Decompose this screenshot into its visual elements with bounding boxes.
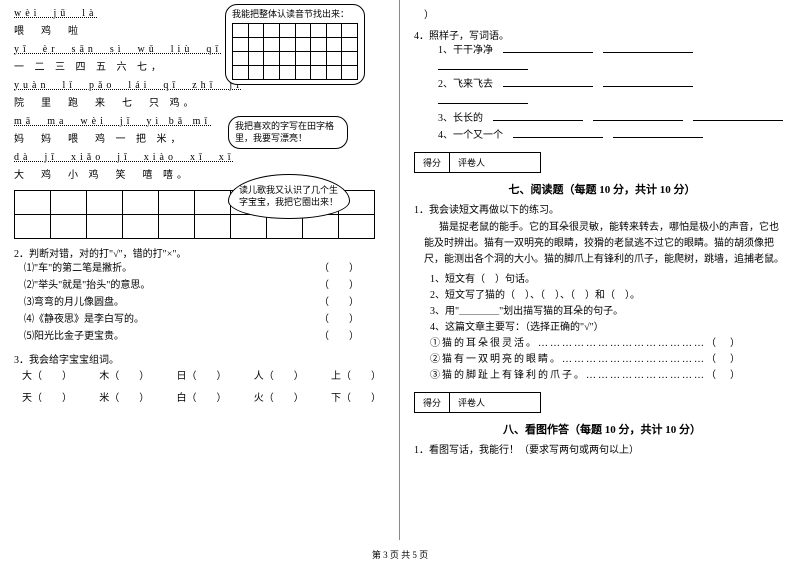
s7-q3: 3、用"＿＿＿＿"划出描写猫的耳朵的句子。 bbox=[430, 304, 790, 320]
s7-opt2: ②猫有一双明亮的眼睛。………………………………（ ） bbox=[430, 352, 790, 368]
score-box-8: 得分 评卷人 bbox=[414, 392, 541, 413]
q2-title: 2．判断对错，对的打"√"，错的打"×"。 bbox=[14, 245, 389, 260]
q3-row1: 大（ ） 木（ ） 日（ ） 人（ ） 上（ ） bbox=[14, 366, 389, 388]
syllable-grid bbox=[232, 23, 358, 80]
paren: （ ） bbox=[319, 311, 359, 328]
q3-title: 3．我会给字宝宝组词。 bbox=[14, 351, 389, 366]
speech-bubble-2: 我把喜欢的字写在田字格里，我要写漂亮！ bbox=[228, 116, 348, 149]
left-column: wèi jū là 喂 鸡 啦 yī èr sān sì wǔ liù qī 一… bbox=[0, 0, 400, 540]
q4-title: 4．照样子，写词语。 bbox=[414, 27, 790, 42]
q2-item: ⑸阳光比金子更宝贵。（ ） bbox=[24, 328, 389, 345]
grader-label: 评卷人 bbox=[450, 393, 540, 412]
s7-q2: 2、短文写了猫的（ ）、（ ）、（ ）和（ ）。 bbox=[430, 288, 790, 304]
section-8-title: 八、看图作答（每题 10 分，共计 10 分） bbox=[414, 421, 790, 437]
poem-chars: 院 里 跑 来 七 只 鸡。 bbox=[14, 96, 389, 112]
paren: （ ） bbox=[319, 277, 359, 294]
page: wèi jū là 喂 鸡 啦 yī èr sān sì wǔ liù qī 一… bbox=[0, 0, 800, 540]
question-3: 3．我会给字宝宝组词。 大（ ） 木（ ） 日（ ） 人（ ） 上（ ） 天（ … bbox=[14, 351, 389, 410]
q2-item: ⑴"车"的第二笔是撇折。（ ） bbox=[24, 260, 389, 277]
q2-item: ⑵"举头"就是"抬头"的意思。（ ） bbox=[24, 277, 389, 294]
s7-lead: 1．我会读短文再做以下的练习。 bbox=[414, 201, 790, 216]
q4-item: 3、长长的 bbox=[438, 110, 790, 127]
q4-item: 2、飞来飞去 bbox=[438, 76, 790, 110]
q2-item: ⑷《静夜思》是李白写的。（ ） bbox=[24, 311, 389, 328]
paren: （ ） bbox=[319, 294, 359, 311]
grader-label: 评卷人 bbox=[450, 153, 540, 172]
right-paren: ） bbox=[414, 6, 790, 21]
speech-bubble-1: 我能把整体认读音节找出来： bbox=[225, 4, 365, 85]
paren: （ ） bbox=[319, 328, 359, 345]
q3-row2: 天（ ） 米（ ） 白（ ） 火（ ） 下（ ） bbox=[14, 388, 389, 410]
score-label: 得分 bbox=[415, 153, 450, 172]
question-4: 4．照样子，写词语。 1、干干净净 2、飞来飞去 3、长长的 4、一个又一个 bbox=[414, 27, 790, 144]
s8-lead: 1．看图写话，我能行！（要求写两句或两句以上） bbox=[414, 441, 790, 456]
q2-item: ⑶弯弯的月儿像圆盘。（ ） bbox=[24, 294, 389, 311]
poem-pinyin: dà jī xiǎo jī xiào xī xī bbox=[14, 150, 389, 166]
paren: （ ） bbox=[319, 260, 359, 277]
q4-item: 4、一个又一个 bbox=[438, 127, 790, 144]
section-7-title: 七、阅读题（每题 10 分，共计 10 分） bbox=[414, 181, 790, 197]
bubble-text: 读儿歌我又认识了几个生字宝宝，我把它圈出来！ bbox=[239, 185, 338, 207]
score-box-7: 得分 评卷人 bbox=[414, 152, 541, 173]
q4-item: 1、干干净净 bbox=[438, 42, 790, 76]
s7-opt3: ③猫的脚趾上有锋利的爪子。…………………………（ ） bbox=[430, 368, 790, 384]
s7-opt1: ①猫的耳朵很灵活。……………………………………（ ） bbox=[430, 336, 790, 352]
speech-bubble-3: 读儿歌我又认识了几个生字宝宝，我把它圈出来！ bbox=[228, 174, 350, 219]
s7-q1: 1、短文有（ ）句话。 bbox=[430, 272, 790, 288]
s7-q4: 4、这篇文章主要写：（选择正确的"√"） bbox=[430, 320, 790, 336]
bubble-text: 我把喜欢的字写在田字格里，我要写漂亮！ bbox=[235, 121, 334, 143]
bubble-text: 我能把整体认读音节找出来： bbox=[232, 9, 349, 19]
score-label: 得分 bbox=[415, 393, 450, 412]
page-footer: 第 3 页 共 5 页 bbox=[0, 548, 800, 561]
right-column: ） 4．照样子，写词语。 1、干干净净 2、飞来飞去 3、长长的 4、一个又一个… bbox=[400, 0, 800, 540]
question-2: 2．判断对错，对的打"√"，错的打"×"。 ⑴"车"的第二笔是撇折。（ ） ⑵"… bbox=[14, 245, 389, 345]
s7-passage: 猫是捉老鼠的能手。它的耳朵很灵敏，能转来转去，哪怕是极小的声音，它也能及时辨出。… bbox=[424, 220, 786, 268]
